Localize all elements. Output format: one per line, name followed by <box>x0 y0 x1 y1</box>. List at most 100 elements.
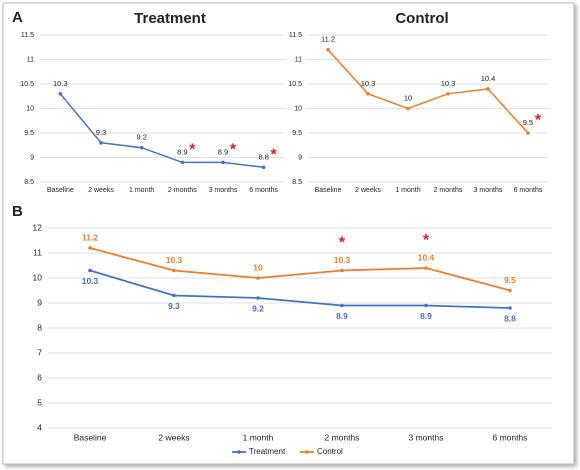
significance-marker: * <box>230 142 237 159</box>
point <box>486 87 490 91</box>
significance-marker: * <box>339 235 346 252</box>
line <box>89 247 511 292</box>
point <box>366 92 370 96</box>
x-tick-label: 2 months <box>434 187 463 194</box>
y-tick-label: 7 <box>37 347 42 357</box>
y-tick-label: 10 <box>26 105 34 112</box>
point <box>172 293 176 298</box>
value-label: 10.3 <box>441 79 456 88</box>
point <box>508 288 512 293</box>
significance-marker: * <box>271 147 278 164</box>
panel-label: B <box>12 203 23 220</box>
significance-marker: * <box>189 142 196 159</box>
point <box>256 276 260 280</box>
value-label: 8.9 <box>336 311 348 321</box>
y-tick-label: 9.5 <box>292 130 302 137</box>
point <box>99 141 103 145</box>
legend-label: Treatment <box>249 447 286 456</box>
value-label: 8.8 <box>258 152 268 161</box>
x-tick-label: 2 weeks <box>355 187 381 194</box>
point <box>526 131 530 135</box>
point <box>424 266 428 270</box>
y-tick-label: 11.5 <box>21 32 34 39</box>
chart-title: Treatment <box>134 10 206 27</box>
y-tick-label: 8 <box>37 322 42 332</box>
x-tick-label: Baseline <box>47 187 74 194</box>
line <box>59 93 264 169</box>
y-tick-label: 11 <box>33 247 42 257</box>
y-tick-label: 4 <box>37 422 42 432</box>
value-label: 10.4 <box>481 74 496 83</box>
y-tick-label: 12 <box>33 222 43 232</box>
value-label: 10.3 <box>82 276 99 286</box>
x-tick-label: 6 months <box>249 187 278 194</box>
y-tick-label: 9.5 <box>24 130 34 137</box>
point <box>88 246 92 250</box>
y-tick-label: 8.5 <box>292 179 302 186</box>
legend-marker <box>305 450 309 454</box>
point <box>508 306 512 310</box>
y-tick-label: 6 <box>37 372 42 382</box>
point <box>340 303 344 308</box>
y-tick-label: 11.5 <box>289 32 302 39</box>
x-tick-label: 2 weeks <box>88 187 114 194</box>
x-tick-label: 1 month <box>243 432 274 442</box>
value-label: 10.3 <box>166 255 183 265</box>
y-tick-label: 9 <box>37 297 42 307</box>
significance-marker: * <box>423 232 430 249</box>
line <box>89 269 511 309</box>
value-label: 9.3 <box>96 128 106 137</box>
chart-title: Control <box>395 10 448 27</box>
frame <box>2 2 575 465</box>
value-label: 9.3 <box>168 301 180 311</box>
point <box>340 268 344 273</box>
y-tick-label: 10.5 <box>20 81 34 88</box>
value-label: 9.5 <box>504 275 516 285</box>
y-tick-label: 9 <box>30 154 34 161</box>
value-label: 8.9 <box>420 311 432 321</box>
point <box>256 296 260 300</box>
value-label: 9.2 <box>252 303 264 313</box>
y-tick-label: 5 <box>37 397 42 407</box>
y-tick-label: 10 <box>294 105 302 112</box>
x-tick-label: 1 month <box>395 187 420 194</box>
x-tick-label: 1 month <box>129 187 154 194</box>
value-label: 9.5 <box>523 118 533 127</box>
value-label: 11.2 <box>82 232 98 242</box>
value-label: 10.3 <box>334 255 351 265</box>
y-tick-label: 10.5 <box>288 81 302 88</box>
point <box>180 160 185 165</box>
point <box>58 92 63 96</box>
x-tick-label: 3 months <box>474 187 503 194</box>
x-tick-label: Baseline <box>74 432 107 442</box>
value-label: 8.9 <box>218 147 228 156</box>
significance-marker: * <box>535 112 542 129</box>
value-label: 8.9 <box>177 147 187 156</box>
x-tick-label: 2 months <box>325 432 360 442</box>
point <box>424 303 428 308</box>
x-tick-label: 2 months <box>168 187 197 194</box>
value-label: 10.3 <box>361 79 376 88</box>
x-tick-label: 3 months <box>209 187 238 194</box>
point <box>446 92 450 96</box>
point <box>88 268 92 273</box>
legend-label: Control <box>317 447 343 456</box>
x-tick-label: 2 weeks <box>158 432 189 442</box>
point <box>172 268 176 273</box>
value-label: 8.8 <box>504 313 516 323</box>
point <box>326 47 330 52</box>
value-label: 10 <box>404 93 412 102</box>
panel-label: A <box>12 9 23 26</box>
y-tick-label: 11 <box>27 56 34 63</box>
y-tick-label: 10 <box>33 272 43 282</box>
value-label: 10.3 <box>53 79 68 88</box>
x-tick-label: 3 months <box>409 432 444 442</box>
y-tick-label: 8.5 <box>24 179 34 186</box>
point <box>406 106 410 111</box>
x-tick-label: 6 months <box>493 432 528 442</box>
point <box>139 145 144 150</box>
value-label: 10.4 <box>418 252 435 262</box>
value-label: 9.2 <box>136 133 146 142</box>
x-tick-label: 6 months <box>514 187 543 194</box>
